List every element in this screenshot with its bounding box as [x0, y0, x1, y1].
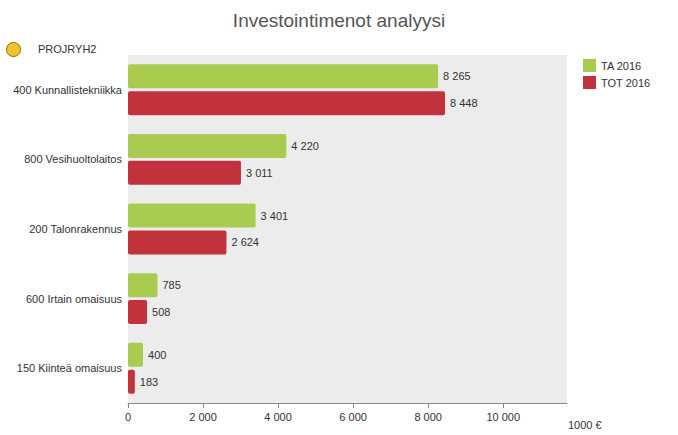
svg-text:8 000: 8 000 — [414, 411, 442, 423]
svg-text:3 011: 3 011 — [246, 167, 273, 179]
svg-text:508: 508 — [152, 306, 170, 318]
svg-text:600 Irtain omaisuus: 600 Irtain omaisuus — [26, 293, 122, 305]
svg-text:2 624: 2 624 — [231, 236, 259, 248]
svg-text:785: 785 — [162, 279, 180, 291]
svg-text:800 Vesihuoltolaitos: 800 Vesihuoltolaitos — [24, 153, 122, 165]
svg-text:400: 400 — [148, 349, 166, 361]
svg-text:PROJRYH2: PROJRYH2 — [38, 43, 96, 55]
svg-text:2 000: 2 000 — [189, 411, 217, 423]
svg-text:4 220: 4 220 — [291, 140, 319, 152]
svg-text:10 000: 10 000 — [486, 411, 520, 423]
svg-text:Investointimenot analyysi: Investointimenot analyysi — [233, 10, 445, 31]
svg-text:400 Kunnallistekniikka: 400 Kunnallistekniikka — [13, 84, 123, 96]
svg-text:150 Kiinteä omaisuus: 150 Kiinteä omaisuus — [17, 362, 123, 374]
svg-text:TOT 2016: TOT 2016 — [601, 77, 650, 89]
svg-text:0: 0 — [125, 411, 131, 423]
svg-text:183: 183 — [140, 376, 158, 388]
svg-text:TA 2016: TA 2016 — [601, 60, 641, 72]
svg-text:200 Talonrakennus: 200 Talonrakennus — [29, 223, 122, 235]
svg-text:8 265: 8 265 — [443, 70, 471, 82]
svg-text:6 000: 6 000 — [339, 411, 367, 423]
svg-text:8 448: 8 448 — [450, 97, 478, 109]
svg-text:1000 €: 1000 € — [568, 419, 602, 431]
svg-text:3 401: 3 401 — [261, 210, 289, 222]
svg-text:4 000: 4 000 — [264, 411, 292, 423]
